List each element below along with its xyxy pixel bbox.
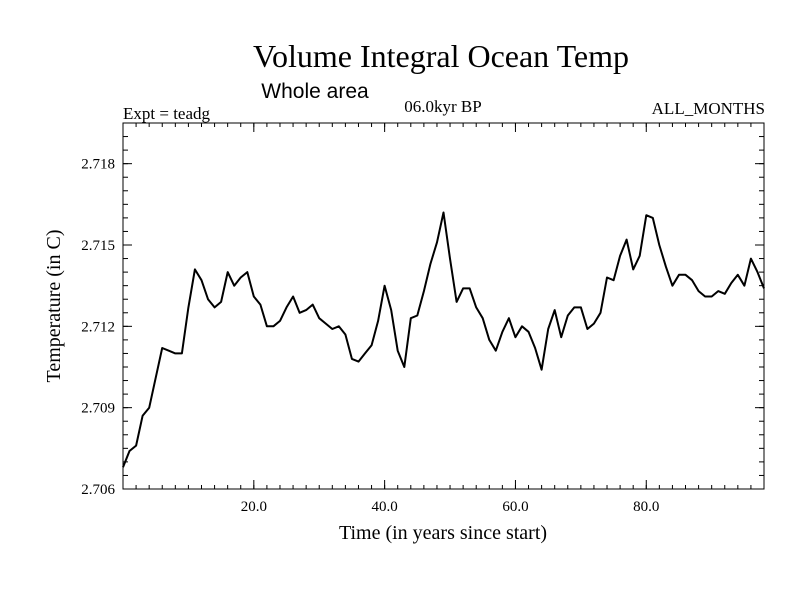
x-tick-label: 40.0: [372, 499, 398, 515]
plot-frame: [122, 122, 765, 490]
y-tick-label: 2.718: [81, 157, 115, 173]
temperature-series-line: [122, 211, 765, 468]
x-tick-label: 20.0: [241, 499, 267, 515]
y-tick-label: 2.715: [81, 238, 115, 254]
y-axis-label: Temperature (in C): [43, 230, 65, 383]
tick-labels: 20.0 40.0 60.0 80.0 2.706 2.709 2.712 2.715 2.71…: [81, 157, 659, 515]
y-tick-label: 2.709: [81, 401, 115, 417]
x-axis-label: Time (in years since start): [339, 522, 547, 544]
period-label: 06.0kyr BP: [404, 97, 481, 116]
chart-title: Volume Integral Ocean Temp: [253, 38, 629, 74]
expt-label: Expt = teadg: [123, 104, 211, 123]
months-label: ALL_MONTHS: [652, 99, 765, 118]
x-tick-label: 80.0: [633, 499, 659, 515]
y-tick-label: 2.712: [81, 319, 115, 335]
chart-subtitle: Whole area: [261, 80, 369, 103]
axis-ticks: [122, 122, 765, 490]
y-tick-label: 2.706: [81, 482, 115, 498]
x-tick-label: 60.0: [502, 499, 528, 515]
